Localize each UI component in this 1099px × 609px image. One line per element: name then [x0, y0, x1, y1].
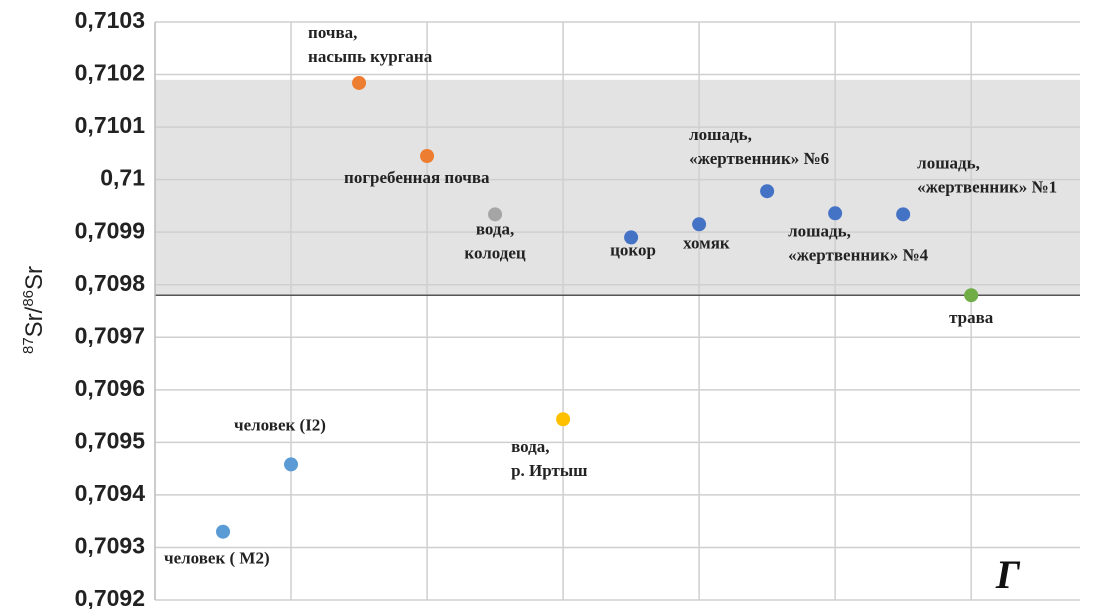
- y-tick-label: 0,7099: [75, 217, 145, 243]
- point-label-line: погребенная почва: [344, 168, 490, 187]
- y-tick-label: 0,7092: [75, 585, 145, 609]
- point-label-line: «жертвенник» №4: [788, 245, 928, 264]
- y-label-part: Sr/: [21, 306, 48, 337]
- point-label: трава: [949, 308, 994, 327]
- point-label-line: насыпь кургана: [308, 47, 433, 66]
- point-label-line: трава: [949, 308, 994, 327]
- point-label-line: колодец: [464, 243, 526, 262]
- y-tick-label: 0,7093: [75, 533, 145, 559]
- reference-band: [155, 79, 1080, 296]
- data-point: [216, 524, 231, 539]
- y-label-part: 86: [20, 290, 37, 307]
- point-label-line: лошадь,: [788, 221, 851, 240]
- point-label-line: «жертвенник» №1: [917, 177, 1057, 196]
- data-point: [284, 457, 299, 472]
- point-label: вода, колодец: [464, 219, 526, 262]
- y-tick-label: 0,71: [100, 165, 145, 191]
- point-label: вода, р. Иртыш: [511, 437, 587, 480]
- y-tick-label: 0,7096: [75, 375, 145, 401]
- data-point: [624, 230, 639, 245]
- y-tick-label: 0,7101: [75, 112, 146, 138]
- point-label-line: лошадь,: [689, 125, 752, 144]
- point-label-line: «жертвенник» №6: [689, 149, 829, 168]
- point-label: почва, насыпь кургана: [308, 23, 433, 66]
- point-label-line: почва,: [308, 23, 357, 42]
- data-point: [488, 207, 503, 222]
- point-label: цокор: [610, 240, 656, 259]
- y-label-part: 87: [20, 337, 37, 354]
- data-point: [896, 207, 911, 222]
- data-point: [352, 75, 367, 90]
- panel-annotation: Г: [995, 552, 1021, 597]
- point-label: лошадь, «жертвенник» №4: [788, 221, 928, 264]
- y-tick-label: 0,7094: [75, 480, 146, 506]
- point-label-line: человек (I2): [234, 415, 326, 434]
- y-tick-label: 0,7103: [75, 7, 145, 33]
- point-label-line: вода,: [511, 437, 549, 456]
- data-point: [828, 206, 843, 221]
- y-tick-label: 0,7095: [75, 427, 146, 453]
- point-label-line: вода,: [476, 219, 514, 238]
- point-label: лошадь, «жертвенник» №1: [917, 153, 1057, 196]
- data-point: [556, 412, 571, 427]
- data-point: [964, 288, 979, 303]
- point-label-line: человек ( М2): [164, 549, 270, 568]
- y-label-part: Sr: [21, 266, 48, 290]
- data-point: [760, 184, 775, 199]
- data-point: [420, 148, 435, 163]
- y-axis-label: 87Sr/86Sr: [20, 266, 48, 354]
- point-label: лошадь, «жертвенник» №6: [689, 125, 829, 168]
- point-label-line: р. Иртыш: [511, 461, 587, 480]
- point-label: человек ( М2): [164, 549, 270, 568]
- point-label-line: лошадь,: [917, 153, 980, 172]
- y-tick-label: 0,7097: [75, 322, 145, 348]
- point-label: хомяк: [683, 233, 730, 252]
- point-label: человек (I2): [234, 415, 326, 434]
- data-point: [692, 217, 707, 232]
- point-label-line: цокор: [610, 240, 656, 259]
- point-label: погребенная почва: [344, 168, 490, 187]
- y-tick-label: 0,7098: [75, 270, 146, 296]
- point-label-line: хомяк: [683, 233, 730, 252]
- y-tick-label: 0,7102: [75, 60, 145, 86]
